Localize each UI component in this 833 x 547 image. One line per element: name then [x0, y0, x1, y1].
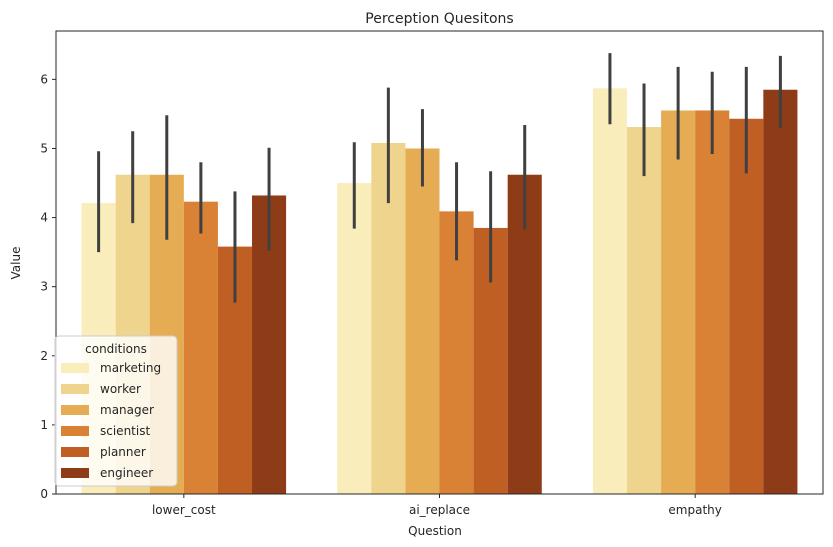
legend-label-engineer: engineer [100, 466, 153, 480]
y-tick-label: 5 [40, 141, 48, 155]
legend: conditions marketing worker manager scientis… [54, 335, 178, 487]
y-tick-label: 2 [40, 349, 48, 363]
bar-manager-empathy [661, 110, 696, 494]
y-tick-label: 4 [40, 211, 48, 225]
legend-swatch-engineer [61, 468, 89, 478]
chart-title: Perception Quesitons [365, 11, 513, 27]
bar-marketing-empathy [592, 88, 627, 494]
legend-swatch-scientist [61, 426, 89, 436]
bar-manager-ai_replace [405, 148, 440, 495]
x-tick-label: ai_replace [409, 503, 470, 517]
plot-frame [55, 30, 824, 495]
x-axis: lower_cost ai_replace empathy [152, 494, 722, 517]
legend-swatch-worker [61, 384, 89, 394]
legend-label-manager: manager [100, 403, 154, 417]
y-axis-label: Value [9, 247, 23, 280]
y-tick-label: 0 [40, 487, 48, 501]
x-tick-label: lower_cost [152, 503, 216, 517]
legend-swatch-planner [61, 447, 89, 457]
legend-title: conditions [85, 342, 147, 356]
y-tick-label: 1 [40, 418, 48, 432]
legend-label-marketing: marketing [100, 361, 161, 375]
legend-label-scientist: scientist [100, 424, 150, 438]
legend-label-worker: worker [100, 382, 141, 396]
bar-engineer-empathy [763, 89, 798, 495]
bar-worker-empathy [626, 127, 662, 494]
bar-planner-empathy [729, 118, 764, 494]
legend-swatch-marketing [61, 363, 89, 373]
y-tick-label: 3 [40, 280, 48, 294]
y-tick-label: 6 [40, 72, 48, 86]
legend-swatch-manager [61, 405, 89, 415]
y-axis: 0 1 2 3 4 5 6 [40, 72, 56, 501]
bar-marketing-ai_replace [337, 183, 372, 494]
x-axis-label: Question [408, 524, 462, 538]
x-tick-label: empathy [668, 503, 721, 517]
legend-label-planner: planner [100, 445, 146, 459]
bar-scientist-lower_cost [183, 201, 218, 495]
bars-group [81, 88, 798, 495]
error-bars-group [97, 53, 782, 303]
bar-scientist-empathy [695, 110, 730, 494]
